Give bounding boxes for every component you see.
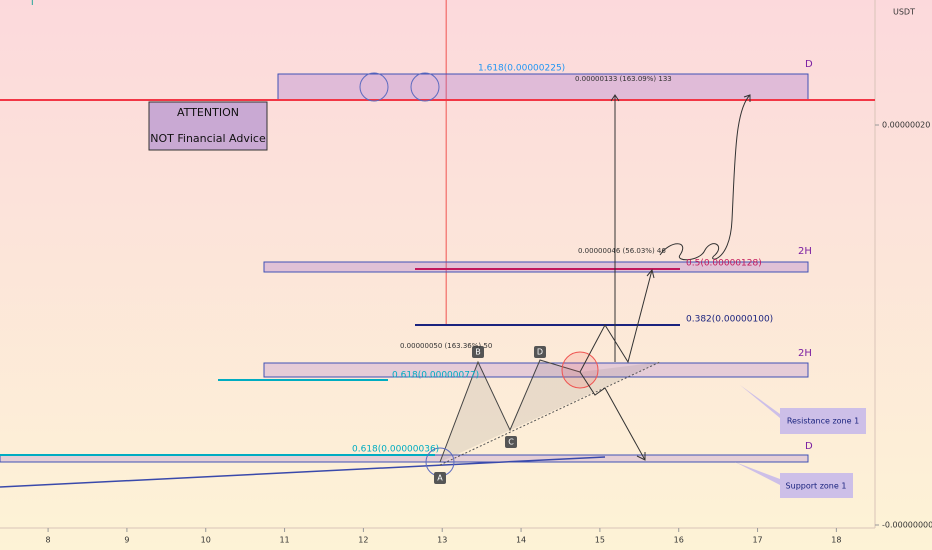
arrowhead	[743, 94, 751, 102]
annotations: 1.618(0.00000225) 0.00000133 (163.09%) 1…	[150, 59, 859, 491]
y-tick-label: -0.00000000	[882, 521, 932, 530]
point-badge	[434, 472, 446, 484]
x-tick-label: 18	[831, 536, 841, 545]
support-callout	[735, 462, 853, 498]
point-badge	[534, 346, 546, 358]
pattern-fill	[440, 360, 660, 462]
annotation: 0.382(0.00000100)	[686, 315, 773, 325]
x-tick-label: 11	[279, 536, 289, 545]
annotation: 0.5(0.00000128)	[686, 259, 762, 269]
arrowhead	[610, 94, 620, 102]
drawings	[0, 72, 875, 498]
x-tick-label: 9	[124, 536, 129, 545]
annotation: D	[805, 59, 813, 70]
x-tick-label: 8	[46, 536, 51, 545]
annotation: D	[805, 441, 813, 452]
annotation: 2H	[798, 348, 812, 359]
x-tick-label: 17	[752, 536, 762, 545]
annotation: Resistance zone 1	[787, 417, 859, 426]
circle	[359, 72, 389, 102]
x-tick-label: 13	[437, 536, 447, 545]
point-badge	[505, 436, 517, 448]
annotation: A	[437, 474, 443, 483]
annotation: NOT Financial Advice	[150, 132, 266, 145]
support-zone	[0, 454, 809, 463]
projection-down	[579, 371, 646, 461]
target-zone	[277, 73, 809, 101]
annotation: Support zone 1	[786, 482, 847, 491]
annotation: 0.618(0.00000036)	[352, 445, 439, 455]
annotation: 0.00000050 (163.36%) 50	[400, 342, 492, 350]
trendline	[0, 456, 606, 488]
annotation: D	[537, 348, 543, 357]
point-badge	[472, 346, 484, 358]
x-tick-label: 15	[595, 536, 605, 545]
xabcd	[439, 359, 581, 463]
arrowhead	[646, 268, 655, 279]
annotation: 0.618(0.00000077)	[392, 371, 479, 381]
x-tick-label: 16	[674, 536, 684, 545]
projection-curve	[659, 94, 751, 261]
zone-2h-upper	[263, 261, 809, 273]
annotation: 0.00000046 (56.03%) 46	[578, 247, 666, 255]
annotation: C	[508, 438, 514, 447]
resistance-callout	[740, 385, 866, 434]
x-tick-label: 12	[358, 536, 368, 545]
attention-box	[148, 101, 268, 151]
currency: USDT	[893, 8, 915, 17]
annotation: ATTENTION	[177, 106, 239, 119]
rising-support	[439, 361, 661, 466]
annotation: 2H	[798, 246, 812, 257]
x-tick-label: 14	[516, 536, 526, 545]
annotation: 0.00000133 (163.09%) 133	[575, 75, 672, 83]
annotation: B	[475, 348, 481, 357]
annotation: 1.618(0.00000225)	[478, 64, 565, 74]
arrowhead	[636, 452, 646, 461]
circle	[410, 72, 440, 102]
circle	[561, 351, 599, 389]
x-tick-label: 10	[201, 536, 211, 545]
projection-up	[579, 269, 653, 373]
y-tick-label: 0.00000020	[882, 121, 930, 130]
